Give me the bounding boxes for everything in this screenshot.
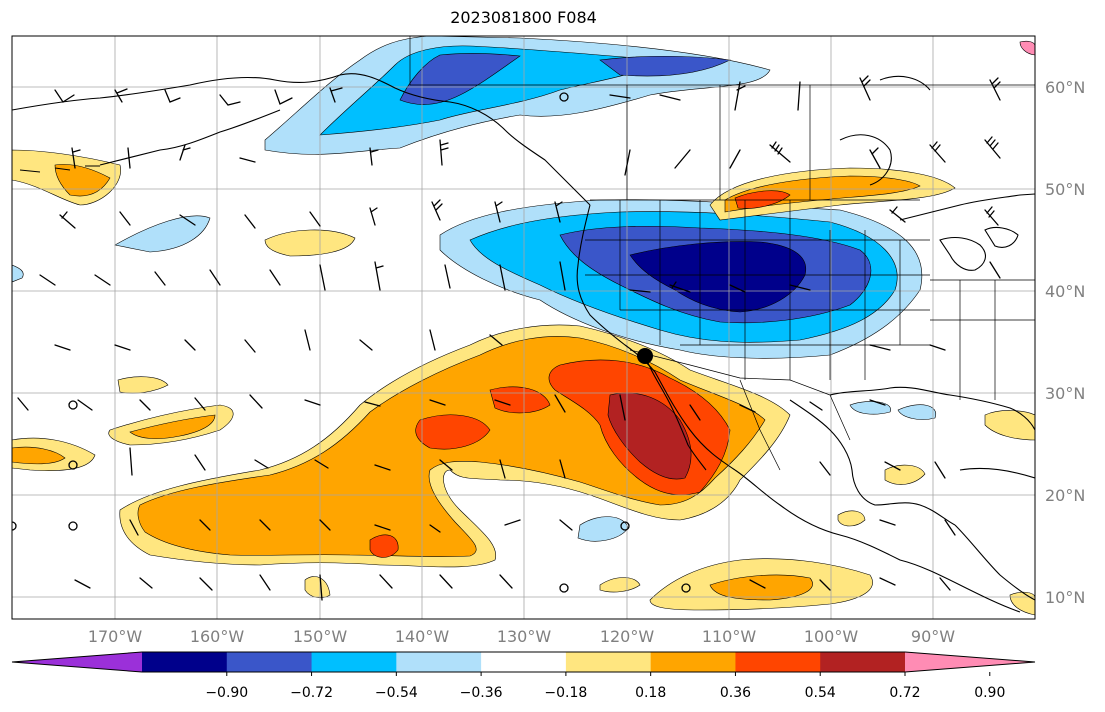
wind-barbs	[17, 75, 1001, 601]
lon-label-160w: 160°W	[190, 627, 245, 646]
colorbar-segment	[226, 652, 313, 672]
calm-wind-markers	[12, 92, 691, 593]
colorbar-segment	[650, 652, 736, 672]
lat-label-40n: 40°N	[1045, 282, 1085, 301]
colorbar-segment	[735, 652, 821, 672]
colorbar-tick-label: −0.90	[205, 685, 248, 701]
colorbar-segment	[565, 652, 652, 672]
colorbar-tick-label: −0.54	[375, 685, 418, 701]
coastlines	[12, 73, 1035, 613]
lon-label-120w: 120°W	[600, 627, 655, 646]
colorbar-tick-label: 0.36	[720, 685, 751, 701]
colorbar-tick-label: 0.54	[805, 685, 836, 701]
lat-label-30n: 30°N	[1045, 384, 1085, 403]
lon-label-90w: 90°W	[911, 627, 955, 646]
lat-label-10n: 10°N	[1045, 588, 1085, 607]
colorbar-extend-high	[905, 652, 1035, 672]
lat-label-60n: 60°N	[1045, 78, 1085, 97]
colorbar-segment	[311, 652, 397, 672]
colorbar-segment	[142, 652, 228, 672]
political-borders	[409, 36, 1035, 471]
colorbar-segment	[820, 652, 906, 672]
lon-label-150w: 150°W	[293, 627, 348, 646]
colorbar-segment	[481, 652, 567, 672]
lat-label-20n: 20°N	[1045, 486, 1085, 505]
map-frame	[11, 35, 1036, 620]
lon-label-140w: 140°W	[395, 627, 450, 646]
lon-label-130w: 130°W	[497, 627, 552, 646]
colorbar-tick-label: 0.72	[889, 685, 920, 701]
colorbar-tick-label: 0.18	[635, 685, 666, 701]
colorbar-tick-label: −0.72	[290, 685, 333, 701]
lat-label-50n: 50°N	[1045, 180, 1085, 199]
lon-label-100w: 100°W	[804, 627, 859, 646]
lon-label-170w: 170°W	[88, 627, 143, 646]
map-title: 2023081800 F084	[450, 8, 597, 27]
colorbar-outline	[11, 651, 1036, 673]
colorbar-tick-label: −0.18	[544, 685, 587, 701]
latitude-labels: 60°N 50°N 40°N 30°N 20°N 10°N	[1045, 78, 1085, 607]
longitude-labels: 170°W 160°W 150°W 140°W 130°W 120°W 110°…	[88, 627, 955, 646]
map-panel	[12, 36, 1035, 619]
location-marker	[637, 348, 653, 364]
colorbar-segment	[396, 652, 482, 672]
colorbar: −0.90 −0.72 −0.54 −0.36 −0.18 0.18 0.36 0.54 0.7…	[11, 651, 1036, 701]
lon-label-110w: 110°W	[702, 627, 757, 646]
colorbar-tick-label: −0.36	[460, 685, 503, 701]
colorbar-tick-label: 0.90	[974, 685, 1005, 701]
gridlines	[12, 36, 1035, 619]
colorbar-extend-low	[12, 652, 142, 672]
